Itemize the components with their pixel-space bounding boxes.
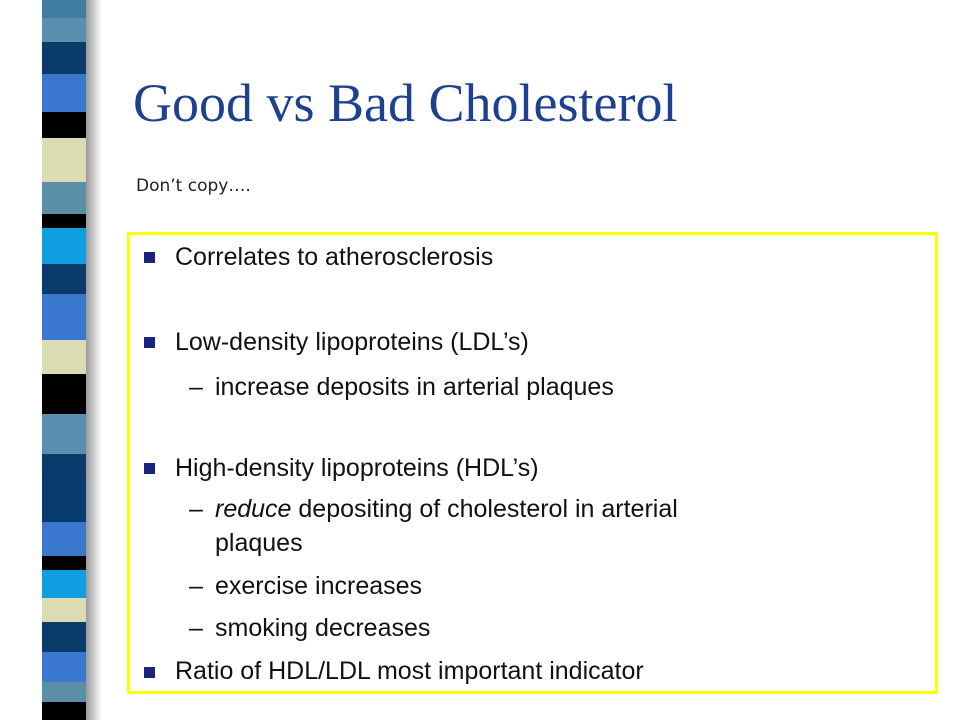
sub-bullet-hdl-reduce: reduce depositing of cholesterol in arte… [215,494,678,524]
sub-bullet-dash: – [189,373,203,401]
sub-bullet-smoking: smoking decreases [215,614,431,642]
sub-bullet-dash: – [189,495,203,523]
square-bullet-icon [144,667,155,678]
slide-note: Don’t copy…. [136,176,251,196]
decorative-stripe [42,0,86,720]
slide-title: Good vs Bad Cholesterol [133,73,678,133]
bullet-correlates: Correlates to atherosclerosis [175,243,494,271]
bullet-hdl: High-density lipoproteins (HDL’s) [175,454,539,482]
square-bullet-icon [144,252,155,263]
square-bullet-icon [144,337,155,348]
bullet-ldl: Low-density lipoproteins (LDL’s) [175,328,529,356]
emphasis-reduce: reduce [215,495,292,523]
sub-bullet-ldl-deposits: increase deposits in arterial plaques [215,373,614,401]
sub-bullet-dash: – [189,614,203,642]
sub-bullet-hdl-reduce-text: depositing of cholesterol in arterial [291,495,678,523]
sub-bullet-exercise: exercise increases [215,572,423,600]
bullet-ratio: Ratio of HDL/LDL most important indicato… [175,657,644,685]
square-bullet-icon [144,463,155,474]
sub-bullet-hdl-reduce-cont: plaques [215,529,303,557]
content-box [127,232,938,694]
stripe-shadow [86,0,102,720]
sub-bullet-dash: – [189,572,203,600]
